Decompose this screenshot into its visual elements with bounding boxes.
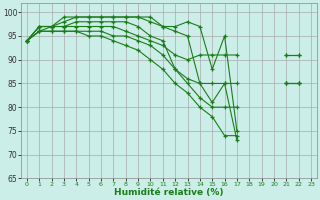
X-axis label: Humidité relative (%): Humidité relative (%) — [114, 188, 224, 197]
